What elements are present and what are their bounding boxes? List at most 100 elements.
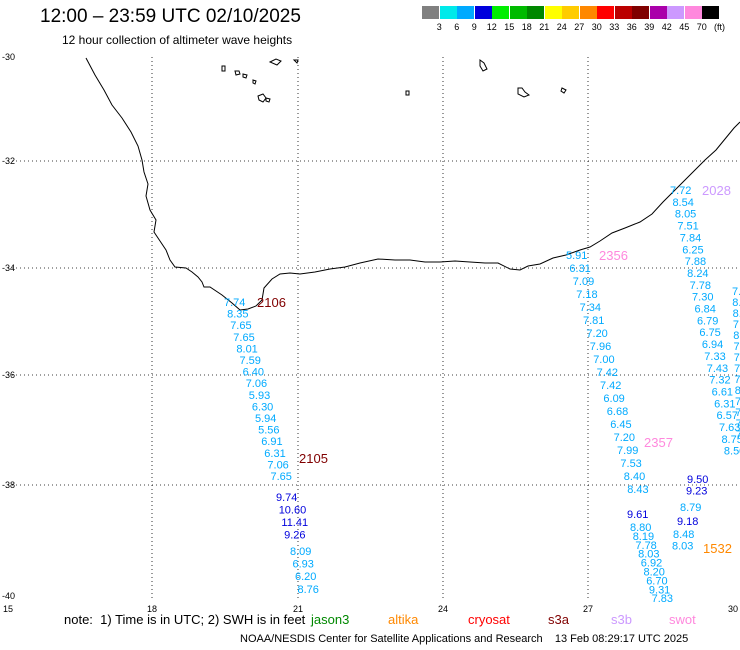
- scale-label: 42: [661, 22, 672, 32]
- wave-height-reading: 7.78: [690, 280, 711, 292]
- pass-time-labels: 2106 2105 2356 2357 2028 1532: [257, 183, 732, 556]
- wave-height-reading: 7.09: [573, 276, 594, 288]
- scale-swatch: [439, 6, 457, 19]
- lat-tick-label: -36: [2, 370, 15, 380]
- wave-height-reading: 6.61: [712, 386, 733, 398]
- mission-name-altika: altika: [388, 612, 419, 627]
- lat-tick-label: -34: [2, 263, 15, 273]
- wave-height-reading: 8.54: [672, 197, 693, 209]
- scale-swatch: [527, 6, 544, 19]
- scale-swatch: [492, 6, 509, 19]
- mission-name-cryosat: cryosat: [468, 612, 510, 627]
- scale-label: 30: [591, 22, 602, 32]
- scale-swatch: [562, 6, 579, 19]
- wave-height-reading: 6.79: [697, 315, 718, 327]
- lon-tick-label: 21: [293, 604, 303, 614]
- wave-height-reading: 6.31: [569, 263, 590, 275]
- wave-height-reading: 7.30: [692, 292, 713, 304]
- wave-height-reading: 9.31: [649, 584, 670, 596]
- wave-height-reading: 7.42: [600, 380, 621, 392]
- wave-height-reading: 8.48: [673, 529, 694, 541]
- pass-time-label: 2105: [299, 451, 328, 466]
- scale-swatch: [579, 6, 597, 19]
- wave-height-reading: 7.59: [240, 355, 261, 367]
- scale-swatch: [474, 6, 492, 19]
- wave-height-reading: 8.76: [298, 584, 319, 596]
- wave-height-reading: 7.78: [635, 540, 656, 552]
- footer-credit: NOAA/NESDIS Center for Satellite Applica…: [240, 633, 689, 645]
- scale-swatch: [509, 6, 527, 19]
- wave-height-reading: 8.1: [733, 330, 740, 342]
- wave-height-reading: 7.84: [680, 232, 701, 244]
- pass-time-label: 2357: [644, 435, 673, 450]
- wave-height-reading: 7.6: [734, 363, 740, 375]
- wave-height-reading: 8.6: [733, 308, 740, 320]
- scale-label: 15: [504, 22, 515, 32]
- wave-height-reading: 7.4: [734, 352, 740, 364]
- wave-height-reading: 8.40: [624, 471, 645, 483]
- wave-height-reading: 7.9: [735, 407, 740, 419]
- lon-tick-label: 30: [728, 604, 738, 614]
- wave-height-reading: 9.26: [284, 530, 305, 542]
- wave-height-reading: 7.34: [580, 302, 601, 314]
- scale-label: 18: [521, 22, 532, 32]
- wave-height-reading: 5.94: [255, 413, 276, 425]
- mission-name-s3b: s3b: [611, 612, 632, 627]
- wave-height-reading: 9.50: [687, 474, 708, 486]
- wave-height-reading: 7.83: [652, 593, 673, 605]
- wave-height-reading: 6.92: [641, 558, 662, 570]
- scale-label: 12: [486, 22, 497, 32]
- scale-swatch: [422, 6, 439, 19]
- wave-height-reading: 8.43: [627, 484, 648, 496]
- wave-height-reading: 7.43: [707, 363, 728, 375]
- wave-height-reading: 6.09: [603, 393, 624, 405]
- wave-height-reading: 6.31: [264, 448, 285, 460]
- scale-label: 9: [471, 22, 477, 32]
- wave-height-reading: 8.2: [735, 385, 740, 397]
- footer-note: note: 1) Time is in UTC; 2) SWH is in fe…: [64, 612, 306, 627]
- wave-height-reading: 7.65: [230, 320, 251, 332]
- track-readings: 7.748.357.657.658.017.596.407.065.936.30…: [224, 185, 740, 605]
- wave-height-reading: 7.06: [267, 459, 288, 471]
- wave-height-reading: 5.91: [566, 250, 587, 262]
- wave-height-reading: 6.57: [717, 410, 738, 422]
- lat-tick-label: -30: [2, 52, 15, 62]
- wave-height-reading: 8.19: [633, 531, 654, 543]
- wave-height-reading: 5.93: [249, 390, 270, 402]
- wave-height-reading: 9.74: [276, 492, 297, 504]
- wave-height-reading: 8.35: [227, 309, 248, 321]
- scale-label: 27: [574, 22, 585, 32]
- wave-height-reading: 8.79: [680, 502, 701, 514]
- wave-height-reading: 7.63: [719, 422, 740, 434]
- wave-height-reading: 7.8: [732, 286, 740, 298]
- scale-label: 21: [539, 22, 550, 32]
- wave-height-reading: 10.60: [279, 505, 307, 517]
- wave-height-reading: 8.09: [290, 546, 311, 558]
- scale-label: 33: [609, 22, 620, 32]
- wave-height-reading: 7.65: [233, 332, 254, 344]
- scale-swatch: [702, 6, 719, 19]
- wave-height-reading: 8.80: [630, 522, 651, 534]
- wave-height-reading: 7.6: [733, 319, 740, 331]
- wave-height-reading: 6.70: [646, 575, 667, 587]
- wave-height-reading: 6.45: [610, 419, 631, 431]
- pass-time-label: 2356: [599, 248, 628, 263]
- pass-time-label: 2028: [702, 183, 731, 198]
- wave-height-reading: 7.0: [736, 418, 740, 430]
- wave-height-reading: 7.88: [685, 256, 706, 268]
- scale-label: 6: [454, 22, 460, 32]
- wave-height-reading: 6.93: [293, 559, 314, 571]
- wave-height-reading: 8.75: [721, 434, 740, 446]
- wave-height-reading: 7.32: [709, 375, 730, 387]
- wave-height-reading: 6.40: [243, 367, 264, 379]
- wave-height-reading: 7.7: [735, 396, 740, 408]
- islands: [221, 58, 567, 103]
- wave-height-reading: 6.30: [252, 401, 273, 413]
- wave-height-reading: 8.03: [672, 541, 693, 553]
- scale-swatch: [614, 6, 632, 19]
- lat-tick-label: -32: [2, 156, 15, 166]
- wave-height-reading: 6.94: [702, 339, 723, 351]
- wave-height-reading: 8.50: [724, 446, 740, 458]
- wave-height-reading: 6.20: [295, 571, 316, 583]
